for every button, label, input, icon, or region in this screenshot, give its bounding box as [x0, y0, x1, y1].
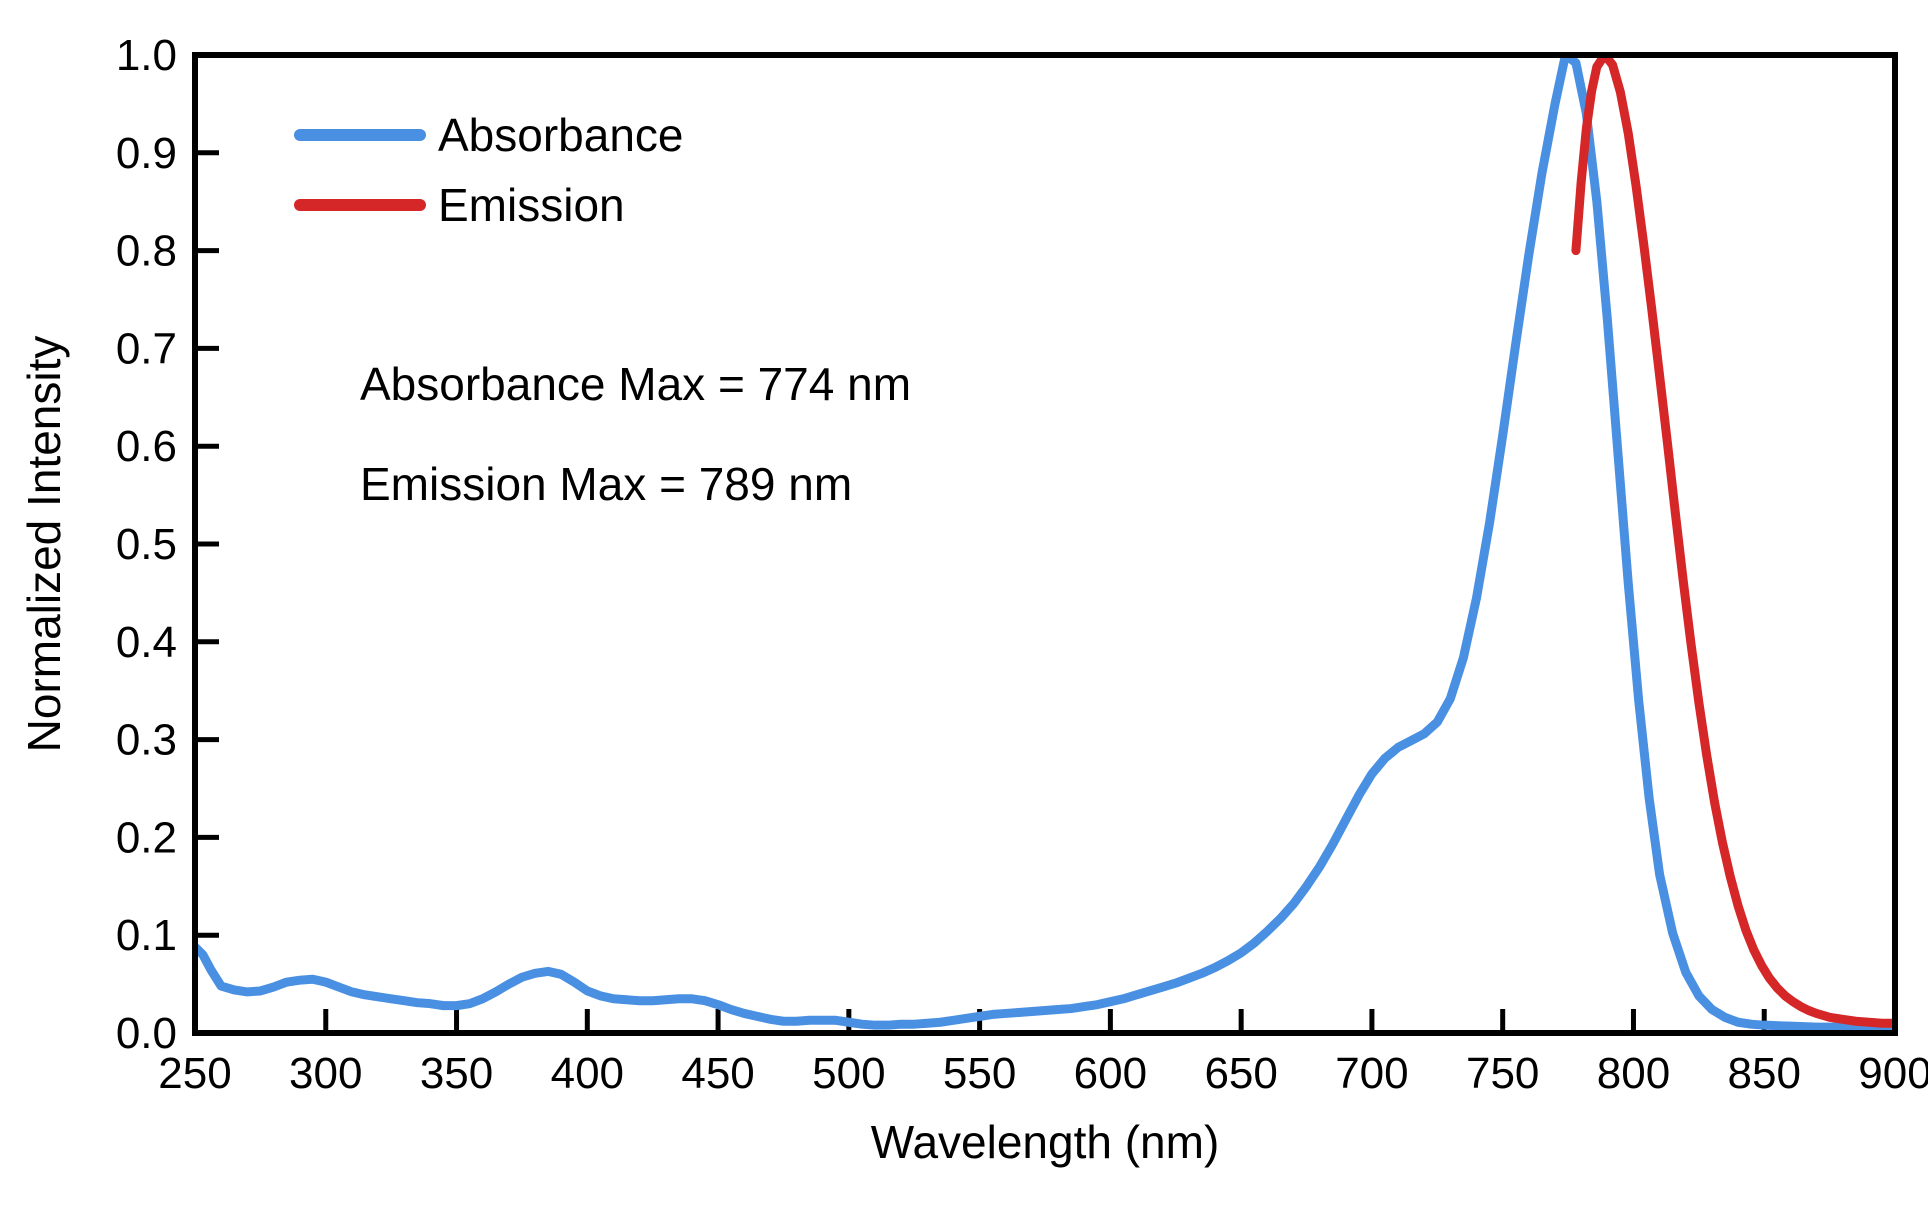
y-tick-label: 0.4 — [116, 618, 177, 667]
x-tick-label: 350 — [420, 1049, 493, 1098]
y-tick-label: 0.0 — [116, 1009, 177, 1058]
spectrum-chart: 2503003504004505005506006507007508008509… — [0, 0, 1928, 1218]
x-tick-label: 800 — [1597, 1049, 1670, 1098]
y-tick-label: 0.3 — [116, 716, 177, 765]
y-tick-label: 0.9 — [116, 129, 177, 178]
y-tick-label: 0.1 — [116, 911, 177, 960]
x-tick-label: 400 — [551, 1049, 624, 1098]
x-tick-label: 600 — [1074, 1049, 1147, 1098]
chart-annotation: Emission Max = 789 nm — [360, 458, 852, 510]
x-tick-label: 750 — [1466, 1049, 1539, 1098]
x-tick-label: 650 — [1204, 1049, 1277, 1098]
legend-label: Absorbance — [438, 109, 684, 161]
x-tick-label: 300 — [289, 1049, 362, 1098]
y-tick-label: 1.0 — [116, 31, 177, 80]
x-tick-label: 450 — [681, 1049, 754, 1098]
legend-label: Emission — [438, 179, 625, 231]
chart-canvas: 2503003504004505005506006507007508008509… — [0, 0, 1928, 1218]
x-tick-label: 900 — [1858, 1049, 1928, 1098]
y-tick-label: 0.6 — [116, 422, 177, 471]
y-tick-label: 0.2 — [116, 813, 177, 862]
x-tick-label: 850 — [1728, 1049, 1801, 1098]
x-tick-label: 700 — [1335, 1049, 1408, 1098]
y-tick-label: 0.5 — [116, 520, 177, 569]
x-tick-label: 550 — [943, 1049, 1016, 1098]
y-tick-label: 0.8 — [116, 227, 177, 276]
y-tick-label: 0.7 — [116, 324, 177, 373]
chart-annotation: Absorbance Max = 774 nm — [360, 358, 911, 410]
x-axis-label: Wavelength (nm) — [871, 1116, 1220, 1168]
x-tick-label: 500 — [812, 1049, 885, 1098]
y-axis-label: Normalized Intensity — [18, 336, 70, 753]
